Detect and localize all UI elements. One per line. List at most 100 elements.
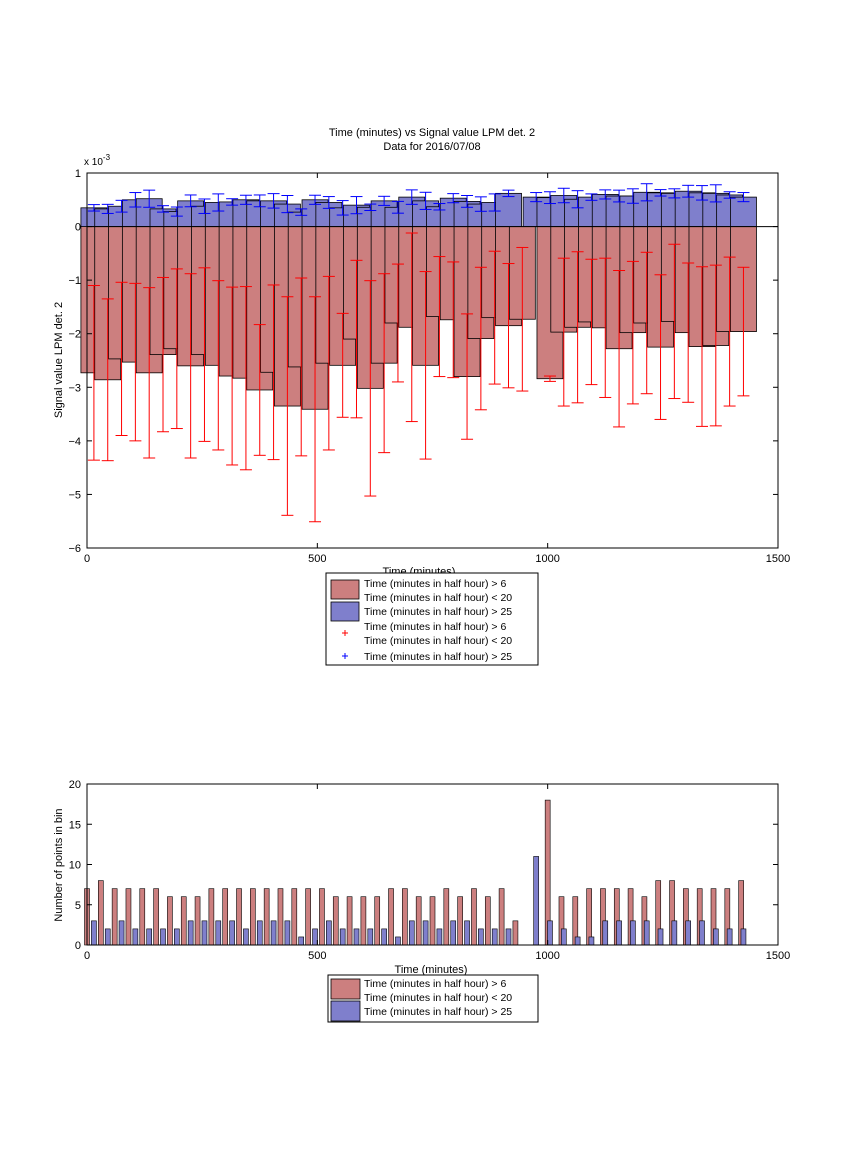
signal-error-bars — [87, 183, 750, 523]
count-bar-blue — [146, 928, 152, 946]
count-x-axis-label: Time (minutes) — [395, 964, 468, 976]
count-x-tick-label: 1000 — [535, 950, 559, 962]
count-bar-blue — [104, 928, 111, 946]
count-bar-blue — [685, 920, 691, 946]
y-tick-label: 1 — [75, 168, 81, 180]
count-bar-blue — [491, 928, 498, 946]
count-bar-blue — [339, 928, 346, 946]
count-bar-blue — [298, 936, 305, 946]
count-bar-blue — [284, 920, 291, 946]
count-bar-blue — [229, 920, 235, 946]
count-bar-blue — [699, 920, 705, 946]
count-y-tick-label: 15 — [69, 819, 81, 831]
signal-bars — [80, 190, 757, 410]
count-bar-red — [498, 888, 505, 946]
count-bar-red — [402, 888, 408, 946]
count-bar-blue — [602, 920, 609, 946]
count-bar-red — [167, 896, 173, 946]
count-bar-blue — [671, 920, 678, 946]
count-bar-red — [305, 888, 311, 946]
count-bar-red — [586, 888, 592, 946]
count-bar-blue — [243, 928, 249, 946]
count-bar-red — [291, 888, 298, 946]
y-tick-label: −3 — [68, 382, 81, 394]
x-tick-label: 1000 — [535, 553, 559, 565]
count-legend-box — [327, 974, 539, 1023]
legend-marker-blue — [342, 653, 348, 659]
count-y-axis-label: Number of points in bin — [53, 808, 65, 921]
count-bar-blue — [630, 920, 636, 946]
count-bar-blue — [422, 920, 429, 946]
signal-legend: Time (minutes in half hour) > 6 Time (mi… — [325, 572, 539, 666]
count-bar-red — [236, 888, 242, 946]
count-bar-red — [360, 896, 367, 946]
count-bar-blue — [381, 928, 387, 946]
count-bar-red — [153, 888, 159, 946]
count-bar-blue — [478, 928, 484, 946]
legend-marker-red — [342, 630, 348, 636]
count-bar-blue — [450, 920, 457, 946]
count-bar-red — [277, 888, 284, 946]
count-chart: 0 5 10 15 20 0 500 1000 1500 Time (minutes) Numb… — [53, 779, 790, 1023]
count-bar-red — [263, 888, 270, 946]
count-bar-blue — [353, 928, 360, 946]
count-bars — [84, 799, 747, 946]
y-tick-label: −2 — [68, 329, 81, 341]
count-bar-blue — [588, 936, 595, 946]
count-x-tick-label: 500 — [308, 950, 326, 962]
count-bar-red — [139, 888, 146, 946]
legend-label: Time (minutes in half hour) > 25 — [364, 606, 512, 618]
signal-bar-blue — [495, 192, 522, 227]
count-bar-blue — [408, 920, 415, 946]
legend-label: Time (minutes in half hour) > 6 — [364, 578, 506, 590]
x-tick-label: 0 — [84, 553, 90, 565]
count-bar-blue — [574, 936, 581, 946]
count-bar-blue — [256, 920, 263, 946]
y-tick-label: −4 — [68, 436, 81, 448]
y-exponent-base: x 10 — [84, 157, 103, 168]
y-axis-label: Signal value LPM det. 2 — [53, 302, 65, 418]
chart-title-line1: Time (minutes) vs Signal value LPM det. … — [329, 127, 535, 139]
chart-title-line2: Data for 2016/07/08 — [383, 141, 480, 153]
legend-label: Time (minutes in half hour) > 25 — [364, 651, 512, 663]
count-bar-blue — [657, 928, 664, 946]
count-bar-red — [429, 896, 436, 946]
count-bar-blue — [560, 928, 567, 946]
count-bar-blue — [395, 936, 401, 946]
count-bar-blue — [326, 920, 332, 946]
count-bar-red — [250, 888, 256, 946]
count-bar-blue — [726, 928, 733, 946]
count-legend-swatch-red — [330, 978, 361, 1000]
legend-label: Time (minutes in half hour) > 6 — [364, 621, 506, 633]
legend-swatch-red — [330, 579, 360, 600]
count-bar-red — [415, 896, 422, 946]
y-exponent-power: -3 — [103, 153, 111, 162]
count-legend: Time (minutes in half hour) > 6 Time (mi… — [327, 974, 539, 1023]
y-tick-label: −5 — [68, 489, 81, 501]
count-bar-blue — [505, 928, 512, 946]
legend-label: Time (minutes in half hour) < 20 — [364, 592, 512, 604]
count-bar-blue — [270, 920, 277, 946]
count-y-tick-label: 10 — [69, 860, 81, 872]
legend-swatch-blue — [330, 601, 360, 622]
signal-plot-frame — [86, 172, 779, 549]
count-legend-label: Time (minutes in half hour) > 25 — [364, 1006, 512, 1018]
count-bar-red — [457, 896, 463, 946]
count-bar-blue — [367, 928, 374, 946]
count-bar-blue — [215, 920, 222, 946]
y-exponent-label: x 10-3 — [84, 153, 111, 168]
count-bar-red — [125, 888, 132, 946]
y-tick-label: −6 — [68, 543, 81, 555]
count-legend-label: Time (minutes in half hour) < 20 — [364, 992, 512, 1004]
legend-box — [325, 572, 539, 666]
count-bar-blue — [547, 920, 553, 946]
count-bar-blue — [643, 920, 650, 946]
count-bar-blue — [533, 856, 539, 946]
count-bar-red — [332, 896, 339, 946]
count-y-tick-label: 0 — [75, 940, 81, 952]
count-axis-ticks: 0 5 10 15 20 0 500 1000 1500 — [69, 779, 790, 962]
count-bar-red — [471, 888, 477, 946]
count-y-tick-label: 5 — [75, 900, 81, 912]
x-tick-label: 1500 — [766, 553, 790, 565]
